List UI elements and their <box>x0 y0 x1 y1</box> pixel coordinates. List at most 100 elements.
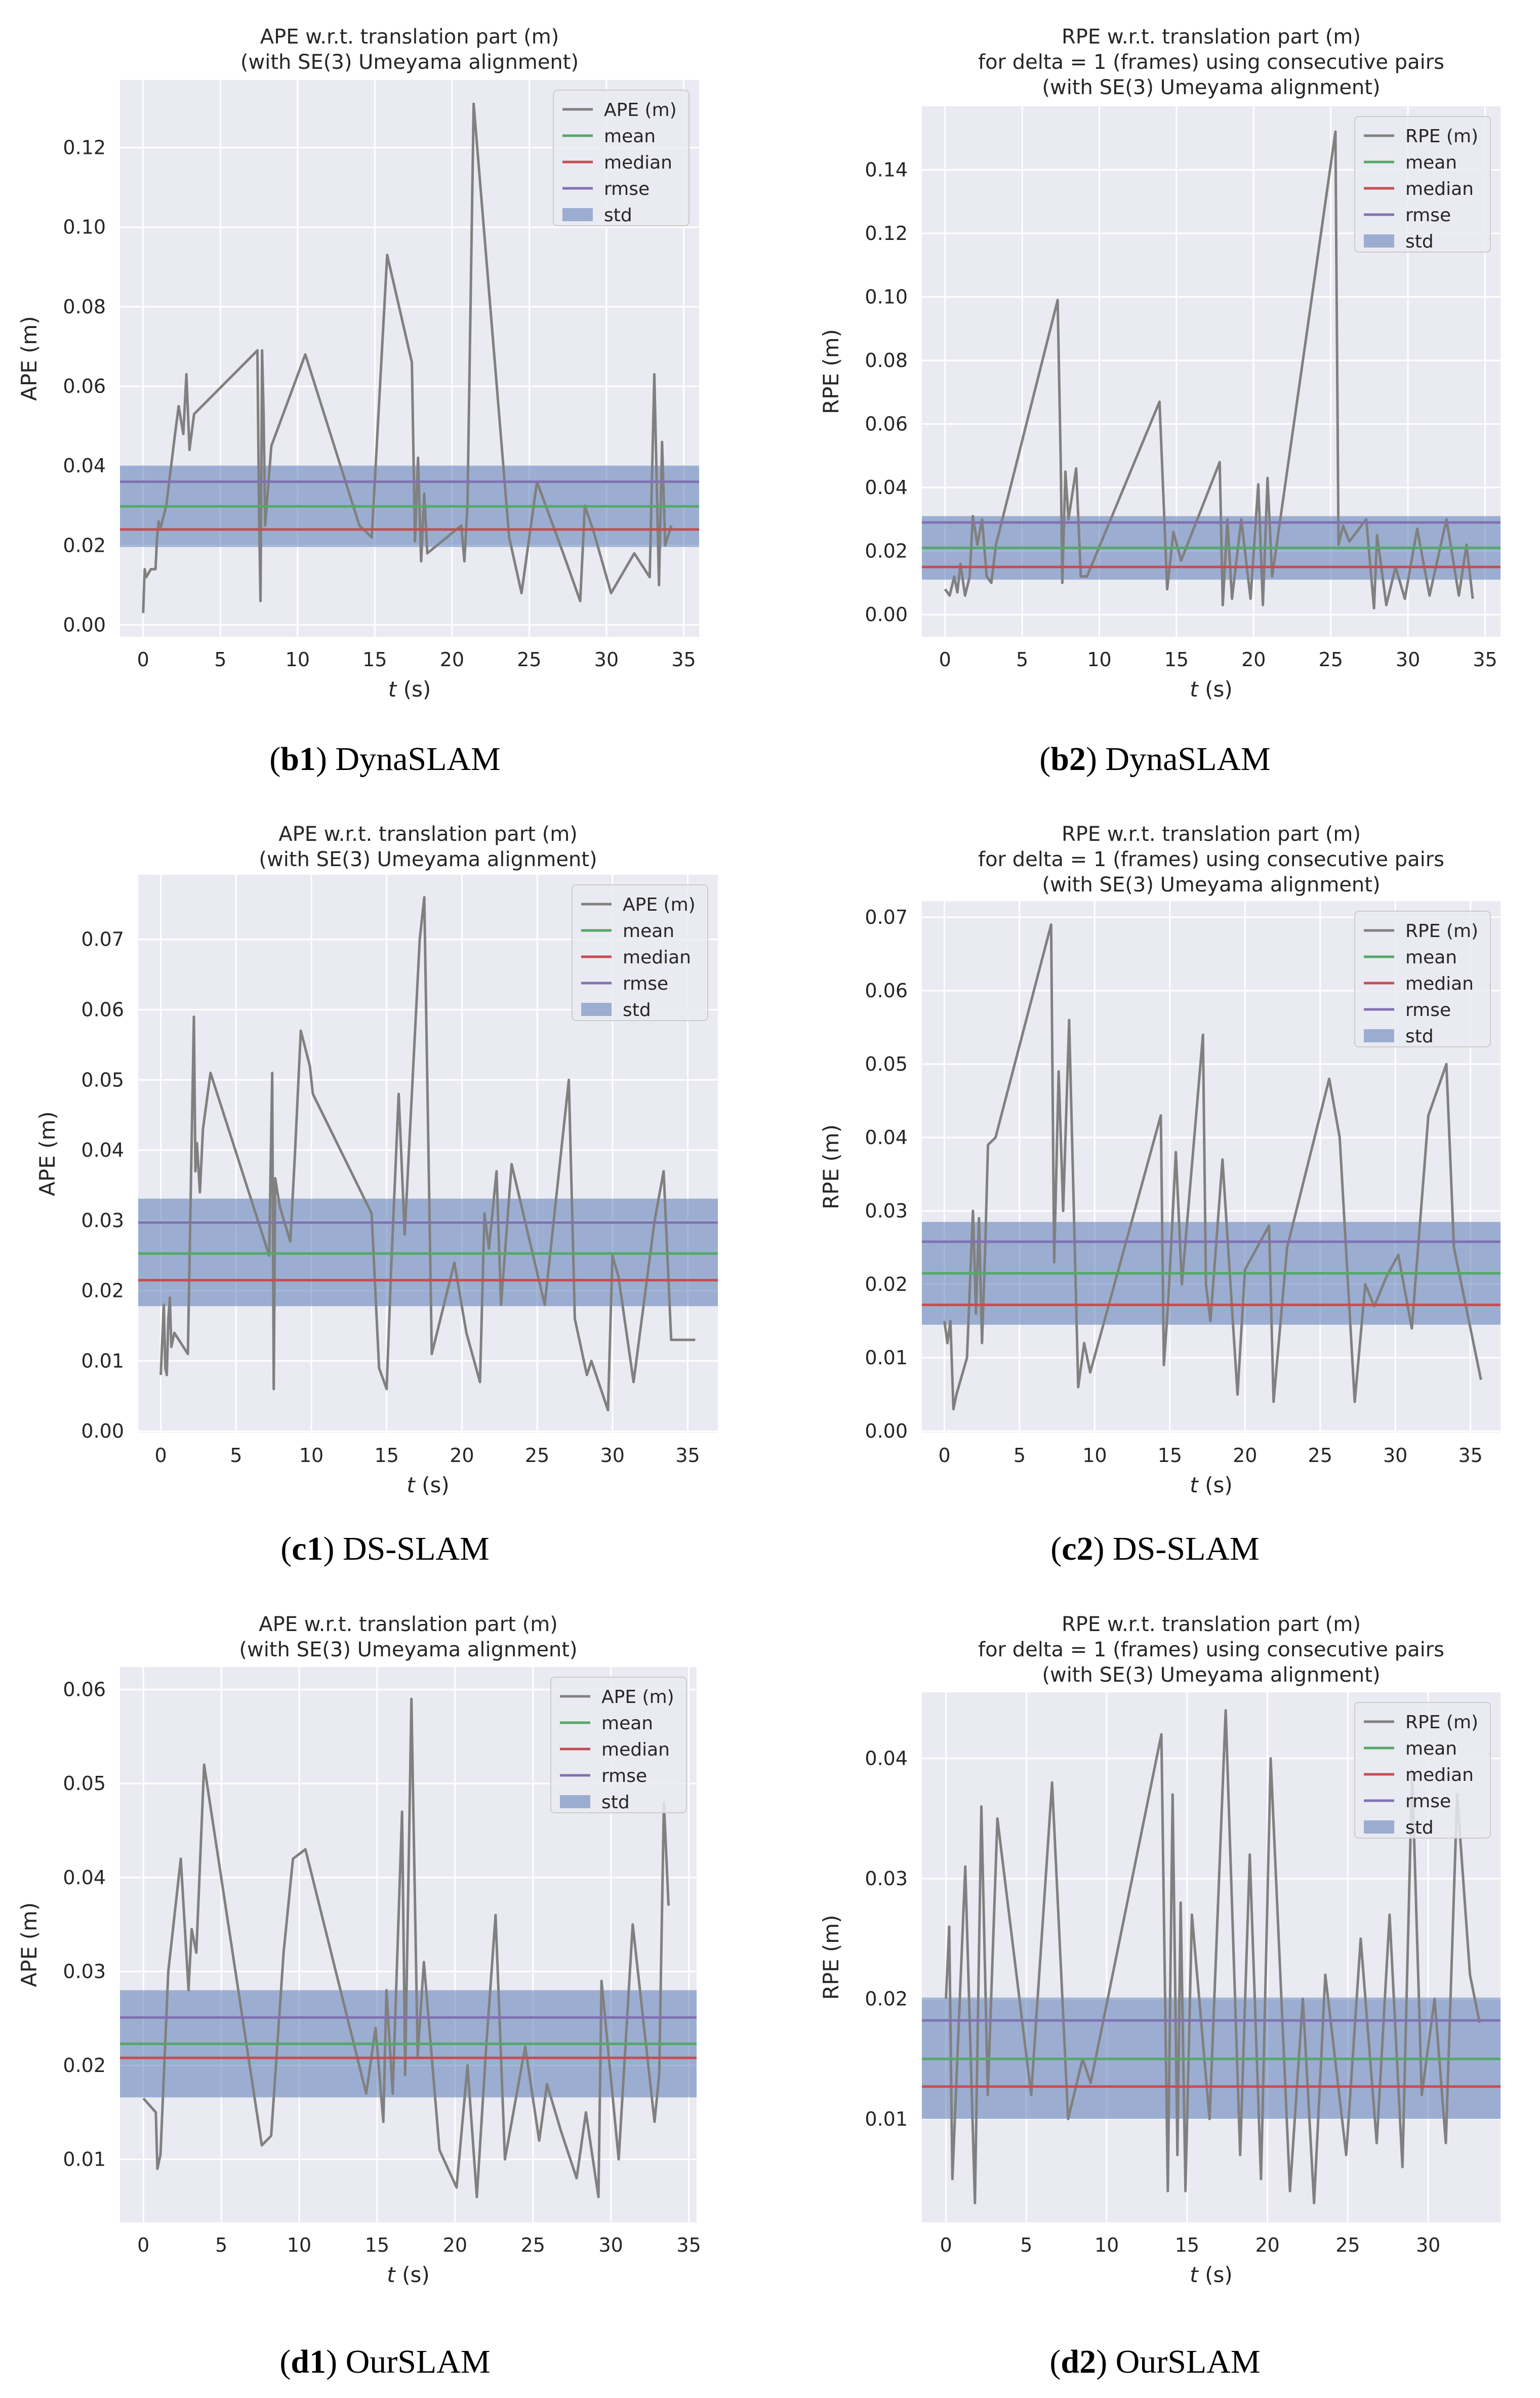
y-tick-label: 0.05 <box>81 1069 124 1091</box>
y-tick-label: 0.04 <box>865 476 908 499</box>
error-series-line <box>944 130 1474 609</box>
chart-caption: (c1) DS-SLAM <box>0 1530 770 1568</box>
y-tick-label: 0.07 <box>81 928 124 951</box>
legend-label: mean <box>623 921 674 942</box>
x-tick-label: 15 <box>1158 1444 1182 1467</box>
legend-label: mean <box>601 1713 653 1734</box>
chart-c2-dsslam-rpe: RPE w.r.t. translation part (m) for delta… <box>770 800 1540 1600</box>
legend-key-patch <box>1364 234 1394 248</box>
caption-id: c2 <box>1062 1530 1093 1567</box>
legend-label: median <box>623 947 691 968</box>
y-axis-label: RPE (m) <box>819 1915 843 2000</box>
x-tick-label: 5 <box>214 648 226 671</box>
legend-label: std <box>623 1000 651 1021</box>
y-tick-label: 0.03 <box>865 1200 908 1222</box>
y-tick-label: 0.03 <box>865 1867 908 1890</box>
chart-b1-dynaslam-ape: APE w.r.t. translation part (m) (with SE(… <box>0 0 770 800</box>
y-tick-label: 0.12 <box>865 222 908 245</box>
legend-label: std <box>1405 1817 1434 1838</box>
y-tick-label: 0.06 <box>865 413 908 435</box>
legend: APE (m) mean median rmse std <box>550 1677 687 1813</box>
y-tick-label: 0.04 <box>865 1126 908 1149</box>
y-tick-label: 0.04 <box>81 1139 124 1161</box>
legend-label: rmse <box>601 1766 647 1786</box>
legend-label: mean <box>604 126 656 147</box>
x-tick-label: 35 <box>671 648 696 671</box>
y-tick-label: 0.06 <box>63 375 106 397</box>
x-tick-label: 35 <box>1473 648 1497 671</box>
legend-label: median <box>1405 179 1474 199</box>
caption-prefix: ( <box>1050 1530 1062 1567</box>
y-tick-label: 0.01 <box>865 2108 908 2130</box>
legend-label: std <box>601 1792 630 1813</box>
y-tick-label: 0.10 <box>63 216 106 238</box>
caption-text: ) DynaSLAM <box>315 741 501 778</box>
x-tick-label: 20 <box>1233 1444 1257 1467</box>
chart-title-line: (with SE(3) Umeyama alignment) <box>1042 76 1380 99</box>
legend-label: RPE (m) <box>1405 921 1478 942</box>
chart-svg: RPE w.r.t. translation part (m)for delta… <box>819 25 1501 702</box>
chart-title-line: (with SE(3) Umeyama alignment) <box>1042 1663 1380 1687</box>
x-axis-label: t (s) <box>1190 2262 1232 2287</box>
x-axis-variable: t <box>407 1473 416 1497</box>
x-tick-label: 25 <box>525 1444 549 1467</box>
y-axis-label: APE (m) <box>17 316 42 401</box>
chart-svg: APE w.r.t. translation part (m)(with SE(… <box>17 1613 701 2287</box>
chart-title-line: RPE w.r.t. translation part (m) <box>1062 25 1361 49</box>
x-axis-unit: (s) <box>395 2262 430 2287</box>
chart-svg: RPE w.r.t. translation part (m)for delta… <box>819 1613 1501 2287</box>
legend-label: mean <box>1405 152 1457 173</box>
y-tick-label: 0.03 <box>63 1960 106 1982</box>
x-axis-label: t (s) <box>387 2262 429 2287</box>
y-tick-label: 0.02 <box>865 1273 908 1295</box>
caption-id: c1 <box>292 1530 323 1567</box>
chart-caption: (c2) DS-SLAM <box>770 1530 1540 1568</box>
y-tick-label: 0.12 <box>63 137 106 159</box>
legend-label: mean <box>1405 947 1457 968</box>
y-tick-label: 0.00 <box>865 603 908 626</box>
chart-svg: APE w.r.t. translation part (m)(with SE(… <box>35 823 718 1497</box>
x-axis-label: t (s) <box>1190 1473 1232 1497</box>
error-series-line <box>159 896 696 1412</box>
y-tick-label: 0.08 <box>865 349 908 372</box>
chart-title-line: (with SE(3) Umeyama alignment) <box>240 51 579 74</box>
x-tick-label: 10 <box>1087 648 1111 671</box>
error-series-line <box>943 923 1482 1411</box>
y-tick-label: 0.08 <box>63 296 106 318</box>
legend: APE (m) mean median rmse std <box>572 884 708 1021</box>
chart-caption: (b2) DynaSLAM <box>770 740 1540 779</box>
y-tick-label: 0.00 <box>81 1420 124 1442</box>
x-tick-label: 25 <box>517 648 541 671</box>
x-tick-label: 30 <box>1383 1444 1407 1467</box>
x-tick-label: 0 <box>137 2234 149 2256</box>
caption-text: ) OurSLAM <box>1096 2343 1261 2380</box>
y-tick-label: 0.04 <box>865 1747 908 1770</box>
x-tick-label: 35 <box>676 2234 701 2256</box>
x-tick-label: 10 <box>299 1444 323 1467</box>
caption-prefix: ( <box>1039 741 1051 778</box>
caption-id: d1 <box>291 2343 327 2380</box>
y-tick-label: 0.10 <box>865 286 908 308</box>
x-tick-label: 25 <box>1308 1444 1332 1467</box>
chart-title-line: for delta = 1 (frames) using consecutive… <box>978 1638 1444 1661</box>
x-tick-label: 15 <box>365 2234 389 2256</box>
y-tick-label: 0.02 <box>63 2054 106 2077</box>
legend-label: rmse <box>1405 1000 1451 1021</box>
x-axis-unit: (s) <box>415 1473 450 1497</box>
chart-caption: (d1) OurSLAM <box>0 2343 770 2381</box>
x-tick-label: 0 <box>938 1444 950 1467</box>
legend-frame <box>1354 911 1491 1047</box>
x-axis-variable: t <box>387 2262 396 2287</box>
x-tick-label: 10 <box>1082 1444 1107 1467</box>
y-tick-label: 0.05 <box>865 1053 908 1075</box>
error-series-line <box>945 1709 1481 2205</box>
x-axis-variable: t <box>1190 1473 1199 1497</box>
legend-key-patch <box>581 1003 612 1016</box>
y-tick-label: 0.06 <box>63 1679 106 1701</box>
x-axis-label: t (s) <box>1190 677 1232 702</box>
legend-label: APE (m) <box>601 1687 674 1708</box>
x-axis-unit: (s) <box>1198 1473 1233 1497</box>
x-tick-label: 10 <box>1095 2234 1119 2256</box>
x-tick-label: 35 <box>1458 1444 1482 1467</box>
chart-c1-dsslam-ape: APE w.r.t. translation part (m) (with SE(… <box>0 800 770 1600</box>
